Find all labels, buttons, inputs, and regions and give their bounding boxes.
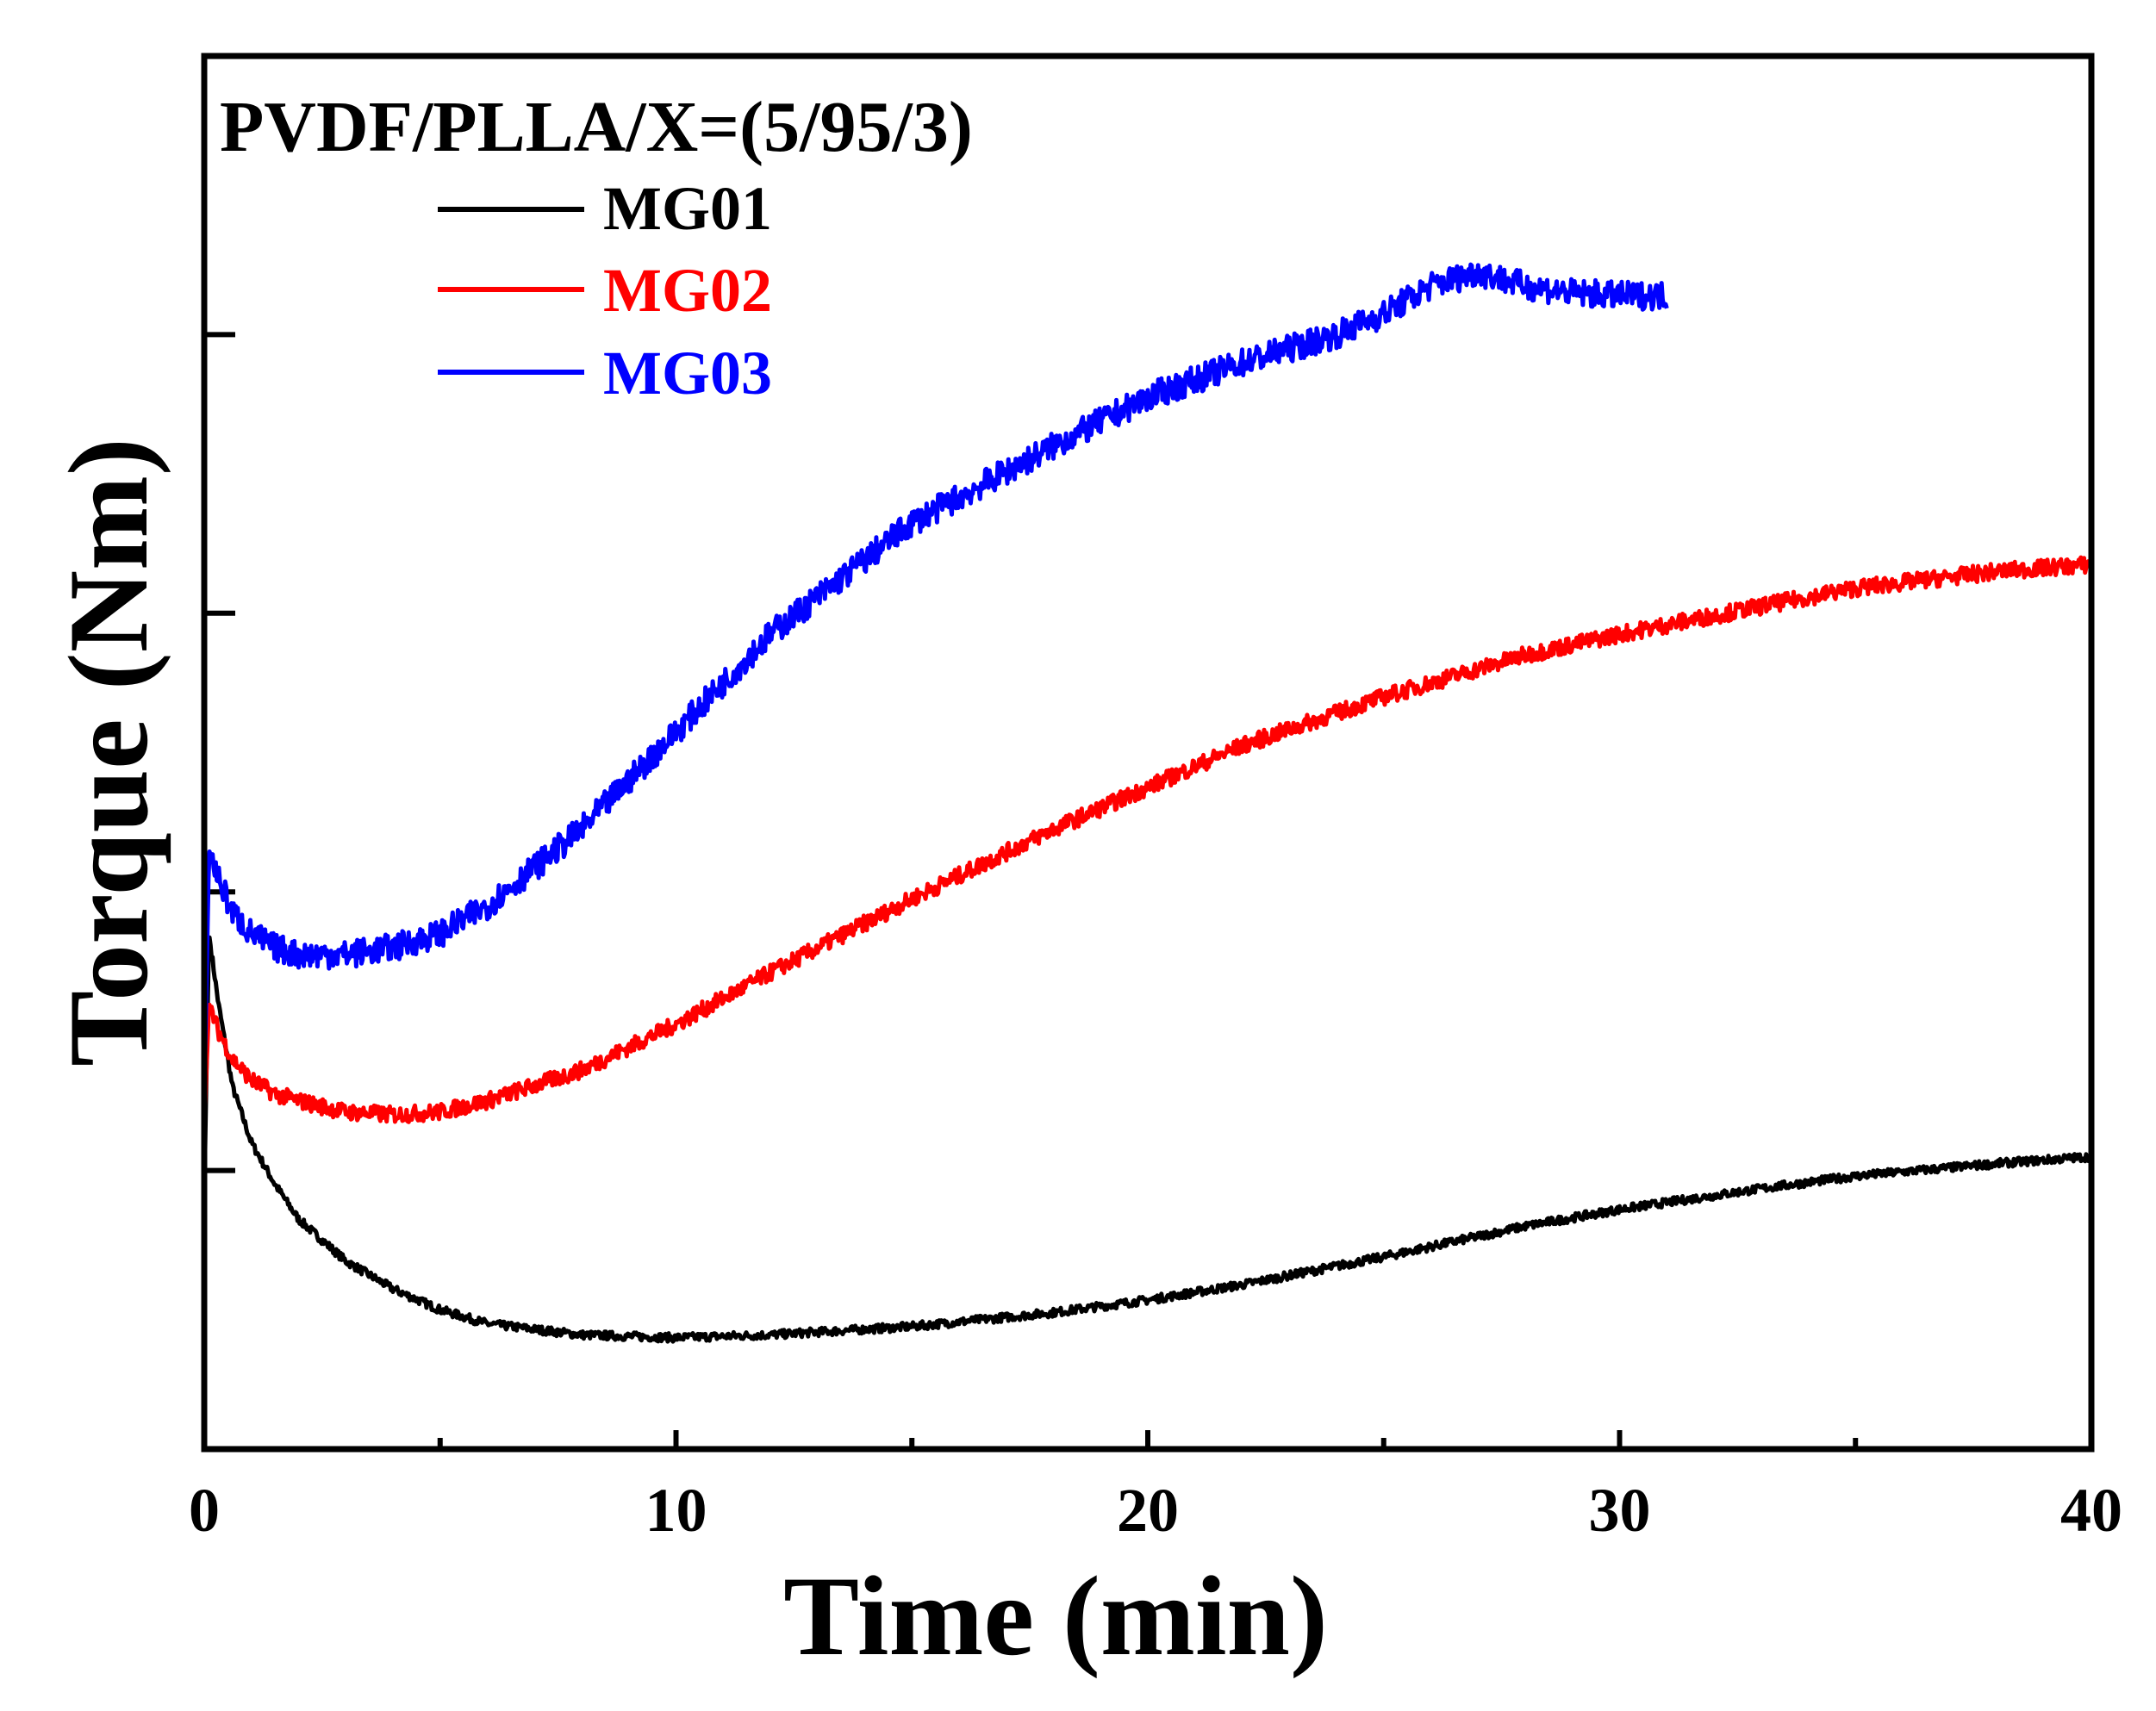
x-axis-title: Time (min) (783, 1552, 1328, 1679)
x-tick-label: 10 (645, 1476, 707, 1545)
legend-label-mg02: MG02 (603, 256, 772, 325)
x-tick-label: 40 (2060, 1476, 2122, 1545)
x-tick-label: 30 (1589, 1476, 1651, 1545)
axis-ticks: 0 10 20 30 40 (189, 332, 2122, 1545)
plot-frame (201, 53, 2095, 1453)
chart-annotation: PVDF/PLLA/X=(5/95/3) (220, 87, 973, 167)
legend-label-mg01: MG01 (603, 174, 772, 243)
legend: MG01 MG02 MG03 (438, 174, 772, 408)
series-line-mg02 (202, 555, 2094, 1129)
y-axis-title: Torque (Nm) (45, 438, 171, 1067)
x-tick-label: 0 (189, 1476, 220, 1545)
series-lines (202, 262, 2094, 1344)
x-tick-label: 20 (1117, 1476, 1179, 1545)
legend-label-mg03: MG03 (603, 339, 772, 408)
series-line-mg03 (202, 262, 1669, 1101)
series-line-mg01 (202, 935, 2094, 1344)
